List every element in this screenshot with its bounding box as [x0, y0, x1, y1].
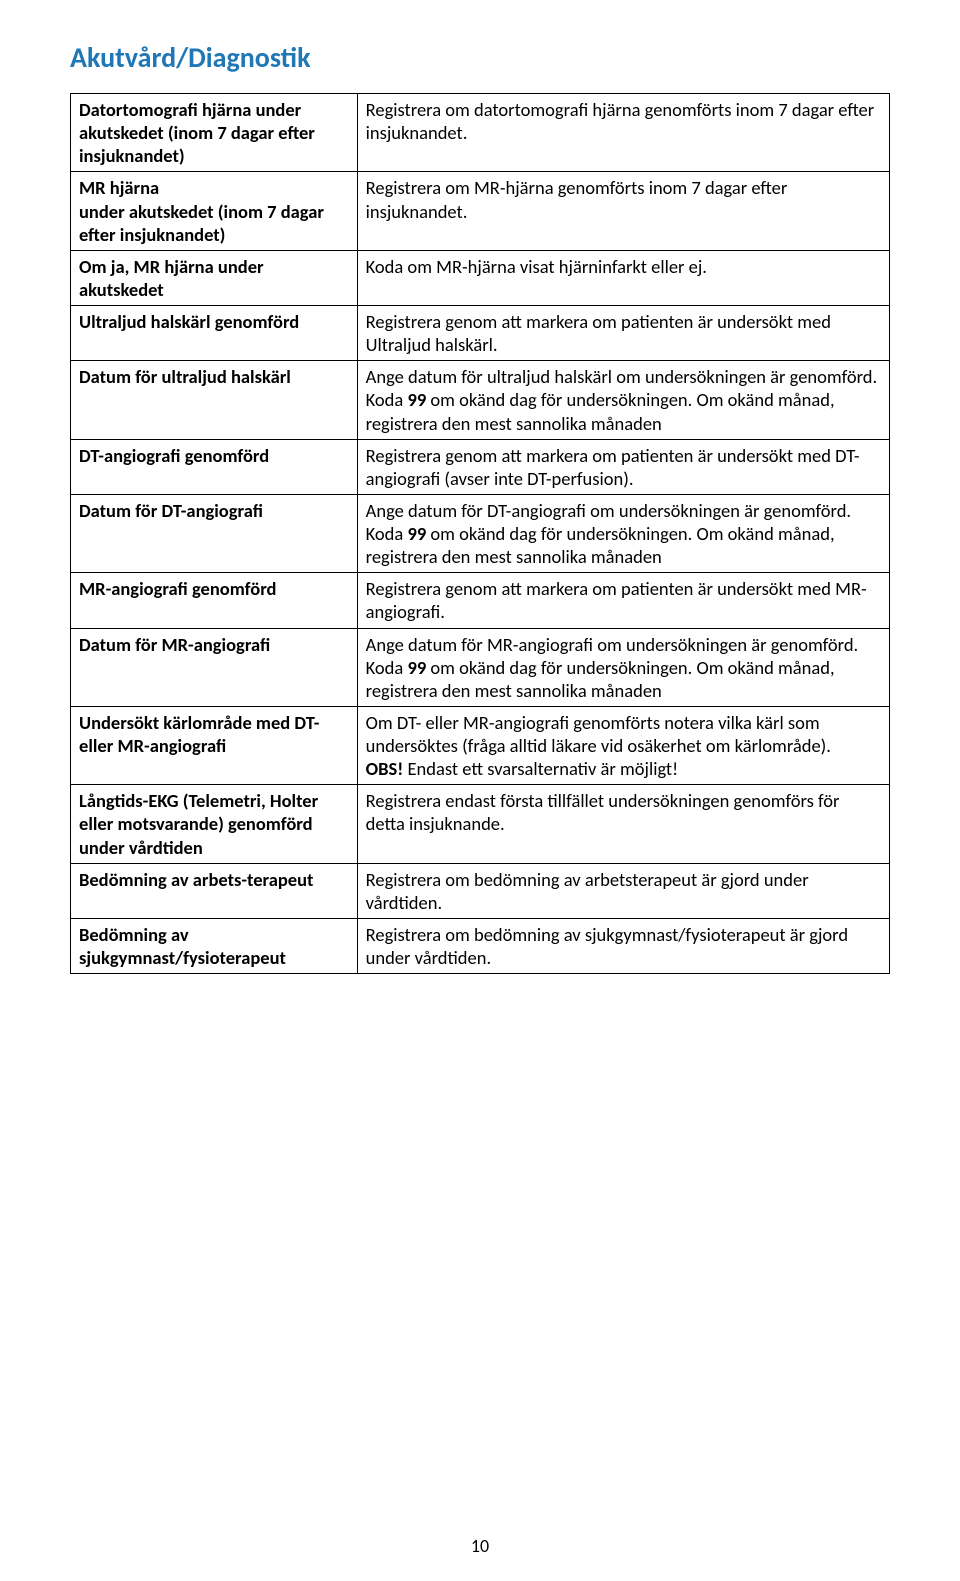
table-row: MR-angiografi genomfördRegistrera genom …	[71, 573, 890, 628]
table-row: Datum för DT-angiografiAnge datum för DT…	[71, 494, 890, 572]
table-row: Datortomografi hjärna under akutskedet (…	[71, 94, 890, 172]
term-cell: Undersökt kärlområde med DT- eller MR-an…	[71, 706, 358, 784]
description-cell: Registrera genom att markera om patiente…	[357, 306, 889, 361]
term-cell: MR hjärnaunder akutskedet (inom 7 dagar …	[71, 172, 358, 250]
description-cell: Registrera om bedömning av sjukgymnast/f…	[357, 918, 889, 973]
term-cell: Bedömning av arbets-terapeut	[71, 863, 358, 918]
term-cell: Datortomografi hjärna under akutskedet (…	[71, 94, 358, 172]
term-cell: Långtids-EKG (Telemetri, Holter eller mo…	[71, 785, 358, 863]
description-cell: Registrera om MR-hjärna genomförts inom …	[357, 172, 889, 250]
term-cell: Bedömning av sjukgymnast/fysioterapeut	[71, 918, 358, 973]
description-cell: Registrera genom att markera om patiente…	[357, 573, 889, 628]
table-row: Datum för ultraljud halskärlAnge datum f…	[71, 361, 890, 439]
description-cell: Om DT- eller MR-angiografi genomförts no…	[357, 706, 889, 784]
description-cell: Ange datum för ultraljud halskärl om und…	[357, 361, 889, 439]
table-row: Bedömning av sjukgymnast/fysioterapeutRe…	[71, 918, 890, 973]
description-cell: Koda om MR-hjärna visat hjärninfarkt ell…	[357, 250, 889, 305]
description-cell: Ange datum för MR-angiografi om undersök…	[357, 628, 889, 706]
page-number: 10	[0, 1535, 960, 1557]
table-row: Bedömning av arbets-terapeutRegistrera o…	[71, 863, 890, 918]
term-cell: Ultraljud halskärl genomförd	[71, 306, 358, 361]
table-row: Långtids-EKG (Telemetri, Holter eller mo…	[71, 785, 890, 863]
section-heading: Akutvård/Diagnostik	[70, 40, 890, 75]
description-cell: Registrera genom att markera om patiente…	[357, 439, 889, 494]
description-cell: Registrera om bedömning av arbetsterapeu…	[357, 863, 889, 918]
table-row: Datum för MR-angiografiAnge datum för MR…	[71, 628, 890, 706]
description-cell: Registrera endast första tillfället unde…	[357, 785, 889, 863]
description-cell: Ange datum för DT-angiografi om undersök…	[357, 494, 889, 572]
term-cell: Datum för ultraljud halskärl	[71, 361, 358, 439]
term-cell: DT-angiografi genomförd	[71, 439, 358, 494]
table-row: DT-angiografi genomfördRegistrera genom …	[71, 439, 890, 494]
description-cell: Registrera om datortomografi hjärna geno…	[357, 94, 889, 172]
definition-table: Datortomografi hjärna under akutskedet (…	[70, 93, 890, 974]
table-row: Ultraljud halskärl genomfördRegistrera g…	[71, 306, 890, 361]
table-row: Undersökt kärlområde med DT- eller MR-an…	[71, 706, 890, 784]
term-cell: MR-angiografi genomförd	[71, 573, 358, 628]
table-row: Om ja, MR hjärna under akutskedetKoda om…	[71, 250, 890, 305]
term-cell: Om ja, MR hjärna under akutskedet	[71, 250, 358, 305]
definition-table-body: Datortomografi hjärna under akutskedet (…	[71, 94, 890, 974]
document-page: Akutvård/Diagnostik Datortomografi hjärn…	[0, 0, 960, 1581]
table-row: MR hjärnaunder akutskedet (inom 7 dagar …	[71, 172, 890, 250]
term-cell: Datum för MR-angiografi	[71, 628, 358, 706]
term-cell: Datum för DT-angiografi	[71, 494, 358, 572]
